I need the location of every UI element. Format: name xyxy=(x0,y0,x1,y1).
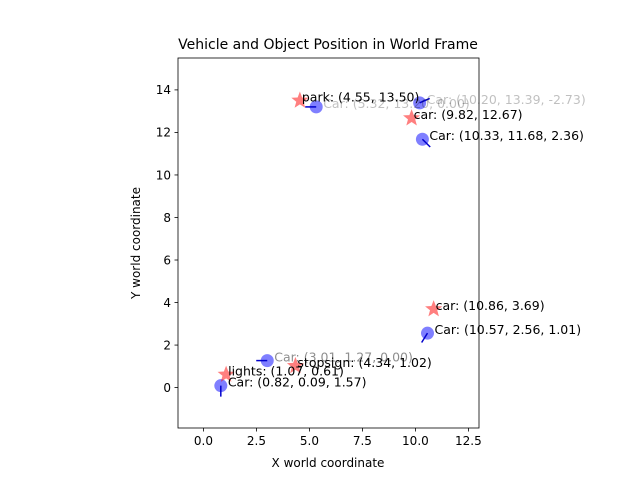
plot-area xyxy=(177,57,480,429)
y-axis-ticks: 0 2 4 6 8 10 12 14 xyxy=(156,83,178,395)
chart-title: Vehicle and Object Position in World Fra… xyxy=(178,37,478,53)
x-tick-label: 5.0 xyxy=(300,434,319,448)
x-tick-label: 2.5 xyxy=(247,434,266,448)
y-tick-label: 0 xyxy=(163,381,171,395)
plot-marks: Car: (0.82, 0.09, 1.57) Car: (3.01, 1.27,… xyxy=(214,90,586,397)
car-label: Car: (10.20, 13.39, -2.73) xyxy=(427,92,586,107)
object-star xyxy=(217,365,235,382)
x-tick-label: 10.0 xyxy=(402,434,429,448)
y-tick-label: 8 xyxy=(163,211,171,225)
heading-arrow xyxy=(421,138,431,148)
object-label: car: (10.86, 3.69) xyxy=(436,298,545,313)
x-tick-label: 12.5 xyxy=(455,434,482,448)
x-axis-ticks: 0.0 2.5 5.0 7.5 10.0 12.5 xyxy=(194,428,482,448)
y-axis-label: Y world coordinate xyxy=(129,187,143,300)
object-label: park: (4.55, 13.50) xyxy=(302,90,419,105)
car-label: Car: (5.32, 13.20, 0.00) xyxy=(323,96,470,111)
object-star xyxy=(403,109,421,126)
car-label: Car: (10.57, 2.56, 1.01) xyxy=(434,322,581,337)
object-label: car: (9.82, 12.67) xyxy=(414,107,523,122)
y-tick-label: 10 xyxy=(156,168,171,182)
heading-arrow xyxy=(419,97,431,104)
y-tick-label: 14 xyxy=(156,83,171,97)
y-tick-label: 6 xyxy=(163,253,171,267)
x-tick-label: 7.5 xyxy=(353,434,372,448)
object-star xyxy=(286,356,304,374)
object-star xyxy=(425,300,443,317)
y-tick-label: 2 xyxy=(163,338,171,352)
car-label: Car: (3.01, 1.27, 0.00) xyxy=(274,350,413,365)
heading-arrow xyxy=(421,332,429,343)
x-axis-label: X world coordinate xyxy=(272,456,385,470)
y-tick-label: 12 xyxy=(156,126,171,140)
car-label: Car: (0.82, 0.09, 1.57) xyxy=(228,375,367,390)
object-label: stopsign: (4.34, 1.02) xyxy=(297,355,431,370)
object-label: lights: (1.07, 0.61) xyxy=(228,364,344,379)
object-star xyxy=(291,91,309,108)
car-label: Car: (10.33, 11.68, 2.36) xyxy=(429,128,584,143)
y-tick-label: 4 xyxy=(163,296,171,310)
x-tick-label: 0.0 xyxy=(194,434,213,448)
